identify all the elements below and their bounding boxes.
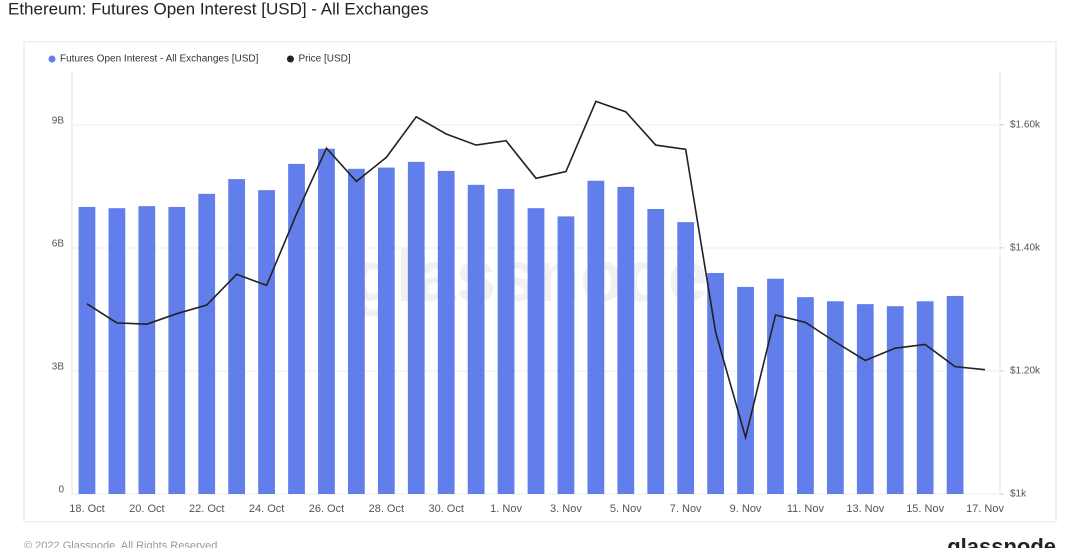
bar <box>946 295 964 494</box>
x-tick-label: 20. Oct <box>129 503 164 515</box>
bar <box>198 193 216 494</box>
y2-tick-label: $1.40k <box>1010 242 1041 253</box>
bar <box>318 148 335 494</box>
x-tick-label: 30. Oct <box>428 503 463 515</box>
bar <box>407 161 425 494</box>
y-tick-label: 3B <box>52 362 65 373</box>
copyright: © 2022 Glassnode. All Rights Reserved. <box>24 540 220 548</box>
bar <box>138 206 156 494</box>
x-tick-label: 15. Nov <box>906 503 944 515</box>
price-line <box>86 100 986 441</box>
x-tick-label: 3. Nov <box>550 503 582 515</box>
legend-marker <box>286 55 294 63</box>
bar <box>677 222 695 494</box>
legend-marker <box>48 55 56 63</box>
y2-tick-label: $1.60k <box>1010 119 1041 130</box>
x-tick-label: 9. Nov <box>730 503 762 515</box>
bar <box>886 306 904 494</box>
bar <box>737 286 754 494</box>
y2-tick-label: $1k <box>1010 489 1027 500</box>
y-tick-label: 6B <box>52 239 65 250</box>
bar <box>527 208 545 494</box>
bar <box>467 184 485 494</box>
x-tick-label: 24. Oct <box>249 503 284 515</box>
bar <box>587 180 605 494</box>
x-tick-label: 26. Oct <box>309 503 344 515</box>
bar <box>497 188 515 495</box>
y-tick-label: 0 <box>58 485 64 496</box>
bar <box>168 206 186 494</box>
x-tick-label: 1. Nov <box>490 503 522 515</box>
logo: glassnode <box>947 534 1056 548</box>
bar <box>288 163 305 494</box>
bar <box>767 278 784 494</box>
bar <box>856 304 874 494</box>
x-tick-label: 5. Nov <box>610 503 642 515</box>
bar <box>617 186 635 495</box>
bar <box>826 301 844 494</box>
bar <box>78 206 96 494</box>
legend-label: Futures Open Interest - All Exchanges [U… <box>60 54 259 65</box>
x-tick-label: 13. Nov <box>846 503 884 515</box>
bar <box>437 170 455 494</box>
bar <box>108 208 126 494</box>
bar <box>916 301 934 494</box>
x-tick-label: 7. Nov <box>670 503 702 515</box>
bar <box>228 179 246 494</box>
x-tick-label: 17. Nov <box>966 503 1004 515</box>
bar <box>258 190 275 494</box>
bar <box>797 297 814 494</box>
bar <box>348 168 365 495</box>
bar <box>557 216 575 494</box>
x-tick-label: 11. Nov <box>787 503 825 515</box>
y2-tick-label: $1.20k <box>1010 366 1041 377</box>
bar <box>707 272 724 494</box>
bar <box>377 167 395 494</box>
y-tick-label: 9B <box>52 116 65 127</box>
bar <box>647 209 665 494</box>
x-tick-label: 22. Oct <box>189 503 224 515</box>
x-tick-label: 28. Oct <box>369 503 404 515</box>
page-title: Ethereum: Futures Open Interest [USD] - … <box>8 0 428 18</box>
legend-label: Price [USD] <box>298 54 350 65</box>
x-tick-label: 18. Oct <box>69 503 104 515</box>
